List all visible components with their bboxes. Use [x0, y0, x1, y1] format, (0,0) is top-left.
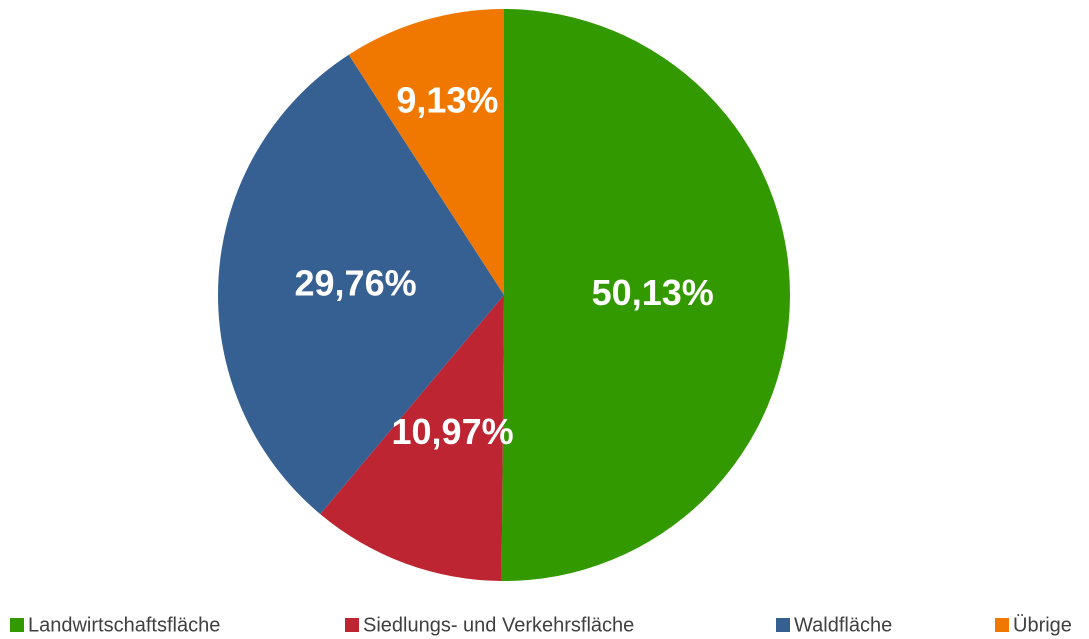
pie-slice	[348, 8, 504, 295]
legend-label: Waldfläche	[794, 614, 892, 636]
data-label: 29,76%	[295, 262, 417, 303]
pie-slice	[501, 9, 791, 582]
data-label: 9,13%	[396, 79, 498, 120]
legend-swatch	[776, 618, 790, 632]
legend-swatch	[345, 618, 359, 632]
legend-swatch	[995, 618, 1009, 632]
legend-swatch	[10, 618, 24, 632]
legend-label: Landwirtschaftsfläche	[28, 614, 220, 636]
pie-slice	[217, 54, 504, 515]
legend-label: Siedlungs- und Verkehrsfläche	[363, 614, 634, 636]
pie-slice	[320, 295, 504, 581]
data-label: 10,97%	[392, 411, 514, 452]
legend-label: Übrige	[1013, 614, 1072, 636]
data-label: 50,13%	[592, 272, 714, 313]
